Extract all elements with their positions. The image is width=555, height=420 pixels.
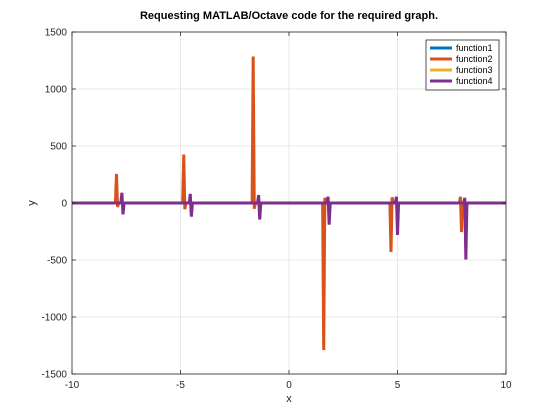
y-tick-label: 500 [50,142,67,153]
x-axis-label: x [286,393,292,405]
y-tick-label: -500 [47,256,67,267]
x-tick-label: -5 [176,380,185,391]
series-layer [72,56,506,351]
chart-title: Requesting MATLAB/Octave code for the re… [140,10,438,22]
y-tick-label: 1500 [45,28,68,39]
ticks: -10 -5 0 5 10 -1500 -1000 -500 0 500 1000 1500 [41,28,512,392]
y-tick-label: -1000 [41,313,67,324]
y-tick-label: 0 [61,199,67,210]
legend-label: function3 [456,65,493,75]
x-tick-label: -10 [65,380,80,391]
legend-label: function1 [456,43,493,53]
y-axis-label: y [26,200,38,206]
x-tick-label: 0 [286,380,292,391]
legend-label: function4 [456,76,493,86]
series-line-function4 [72,192,506,260]
y-tick-label: 1000 [45,85,68,96]
x-tick-label: 5 [395,380,401,391]
legend-label: function2 [456,54,493,64]
y-tick-label: -1500 [41,370,67,381]
x-tick-label: 10 [500,380,512,391]
